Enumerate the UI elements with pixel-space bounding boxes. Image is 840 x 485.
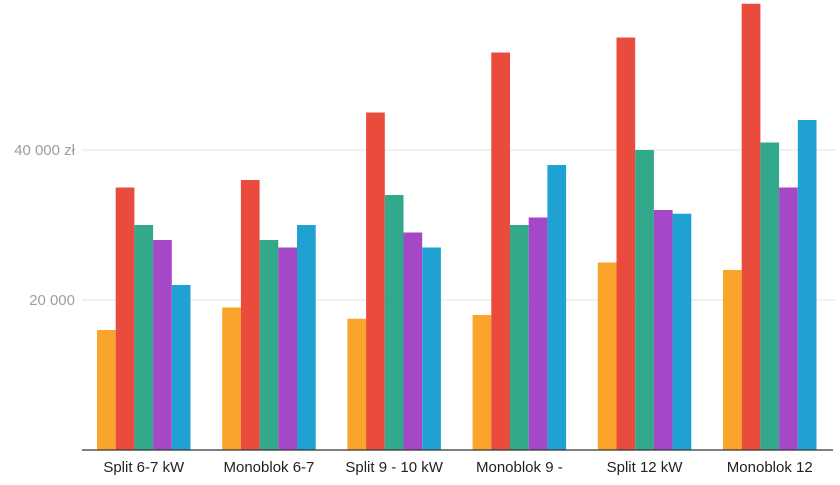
bar (528, 217, 548, 450)
x-tick-label: Split 6-7 kW (103, 459, 185, 476)
x-tick-label: Monoblok 6-7 (224, 459, 315, 476)
bar (115, 187, 135, 450)
bar (384, 195, 404, 450)
bar (616, 37, 636, 450)
bar (491, 52, 510, 450)
bar (97, 330, 116, 450)
bar (259, 240, 279, 450)
bar (153, 240, 172, 450)
bar (403, 232, 423, 450)
bar (597, 262, 617, 450)
bar (297, 225, 316, 450)
bar (366, 112, 385, 450)
bar (653, 210, 673, 450)
bar (278, 247, 297, 450)
y-tick-label: 40 000 zł (14, 142, 76, 159)
bar (472, 315, 492, 450)
bar (797, 120, 817, 450)
bar (741, 3, 761, 450)
bar (240, 180, 260, 450)
grid-layer (82, 149, 835, 301)
bars-layer (97, 3, 817, 450)
bar (672, 213, 692, 450)
bar (510, 225, 529, 450)
x-tick-label: Split 9 - 10 kW (345, 459, 443, 476)
bar (723, 270, 742, 450)
bar (347, 318, 367, 450)
bar (422, 247, 441, 450)
y-tick-label: 20 000 (29, 292, 75, 309)
bar (635, 150, 654, 450)
bar (779, 187, 798, 450)
bar (222, 307, 241, 450)
bar (134, 225, 154, 450)
axis-layer: 20 000 40 000 zł Split 6-7 kW Monoblok 6-7 S… (14, 142, 833, 476)
bar (171, 285, 191, 450)
bar (547, 165, 567, 450)
bar (760, 142, 780, 450)
x-tick-label: Split 12 kW (607, 459, 684, 476)
x-tick-label: Monoblok 12 (727, 459, 813, 476)
x-tick-label: Monoblok 9 - (476, 459, 563, 476)
